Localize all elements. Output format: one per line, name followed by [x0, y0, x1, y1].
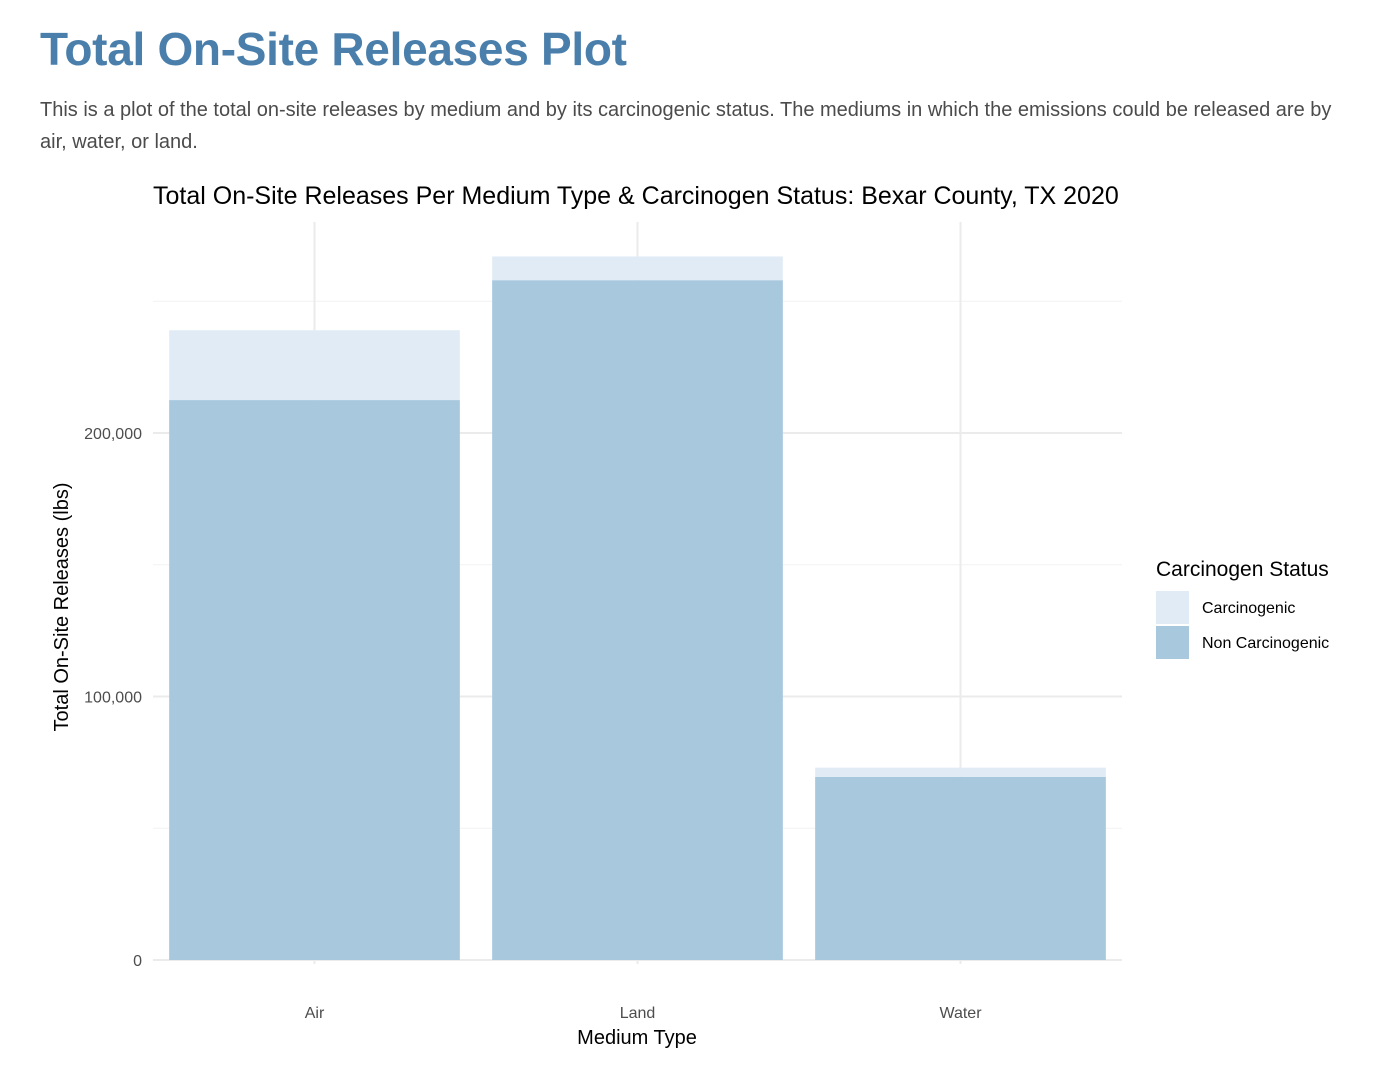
bar-air-carcinogenic: [169, 330, 460, 401]
legend-swatch-carcinogenic: [1156, 591, 1189, 624]
chart-title: Total On-Site Releases Per Medium Type &…: [153, 182, 1119, 210]
x-tick-label: Water: [939, 1005, 982, 1022]
legend-swatch-non-carcinogenic: [1156, 626, 1189, 659]
legend: Carcinogen Status Carcinogenic Non Carcin…: [1156, 558, 1329, 659]
y-axis-ticks: 0 100,000 200,000: [84, 426, 142, 970]
bar-land-non-carcinogenic: [492, 280, 783, 960]
y-tick-label: 0: [133, 953, 142, 970]
bars: [169, 256, 1106, 960]
y-tick-label: 100,000: [84, 690, 142, 707]
bar-land-carcinogenic: [492, 256, 783, 281]
bar-air-non-carcinogenic: [169, 400, 460, 960]
bar-water-non-carcinogenic: [815, 776, 1106, 960]
legend-title: Carcinogen Status: [1156, 558, 1329, 581]
page-description: This is a plot of the total on-site rele…: [40, 99, 1332, 153]
legend-label-carcinogenic: Carcinogenic: [1202, 600, 1295, 617]
y-tick-label: 200,000: [84, 426, 142, 443]
y-axis-label: Total On-Site Releases (lbs): [51, 483, 73, 732]
bar-water-carcinogenic: [815, 767, 1106, 777]
x-axis-label: Medium Type: [577, 1027, 697, 1049]
x-tick-label: Land: [620, 1005, 656, 1022]
x-axis-ticks: Air Land Water: [305, 1005, 982, 1022]
x-tick-label: Air: [305, 1005, 325, 1022]
page-title: Total On-Site Releases Plot: [40, 23, 627, 75]
legend-label-non-carcinogenic: Non Carcinogenic: [1202, 635, 1329, 652]
